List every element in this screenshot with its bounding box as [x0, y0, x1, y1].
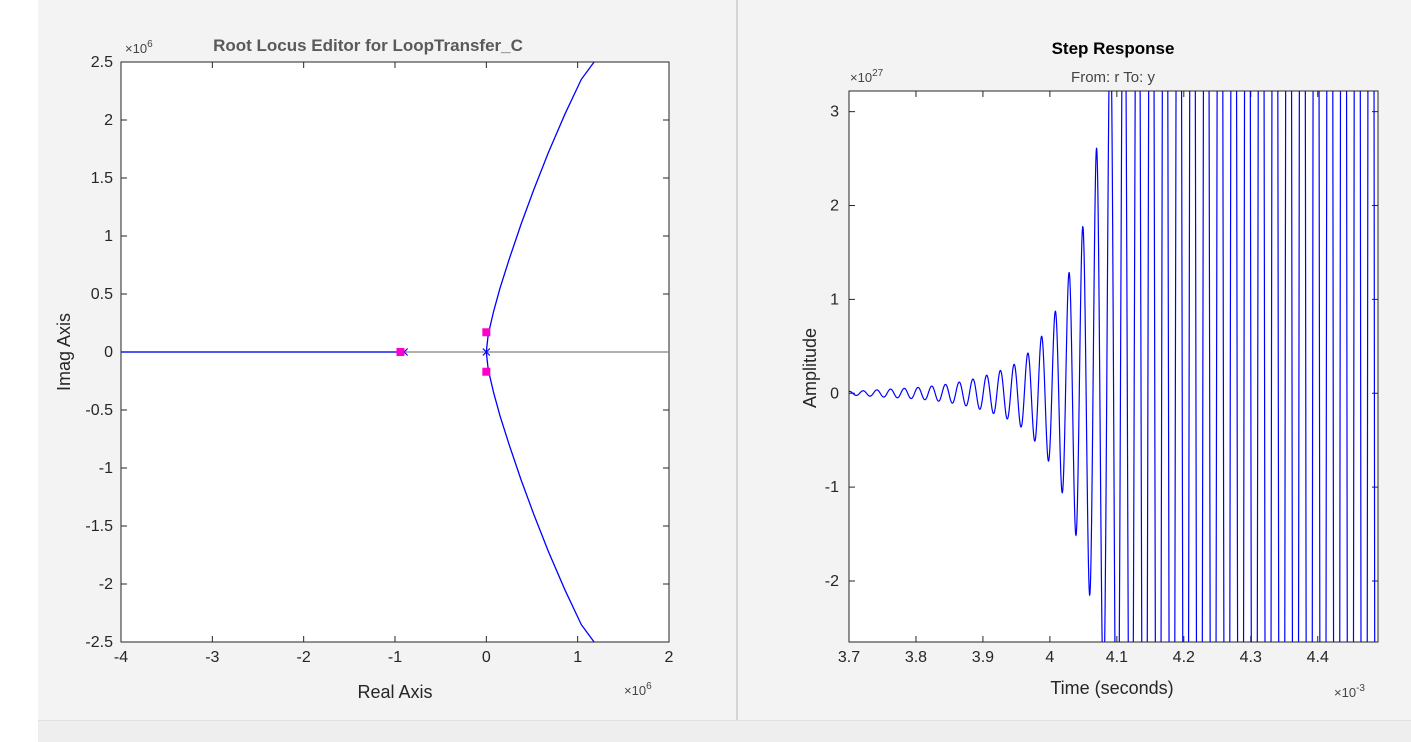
- locus-branch-1[interactable]: [485, 61, 595, 353]
- closed-loop-pole-marker[interactable]: [396, 348, 405, 356]
- y-tick-label: 0: [104, 344, 113, 361]
- y-tick-label: -2: [99, 576, 113, 593]
- y-tick-label: 0: [830, 385, 839, 402]
- step-response-ticks: 3.7 3.8 3.9 4 4.1 4.2 4.3 4.4 -2 -1 0 1 2 3: [825, 91, 1378, 666]
- root-locus-ticks: -4 -3 -2 -1 0 1 2 -2.5 -2 -1.5 -1 -0.5 0 0.5 1 1.5 2 2.5: [85, 54, 673, 666]
- status-bar: [38, 720, 1411, 742]
- y-tick-label: -2.5: [85, 634, 113, 651]
- step-response-x-label: Time (seconds): [1050, 678, 1173, 698]
- x-tick-label: 4: [1045, 649, 1054, 666]
- x-tick-label: 1: [573, 649, 582, 666]
- y-tick-label: -1.5: [85, 518, 113, 535]
- closed-loop-pole-marker[interactable]: [482, 367, 491, 376]
- step-response-y-label: Amplitude: [800, 328, 820, 408]
- root-locus-branches: [121, 61, 595, 643]
- step-response-subtitle: From: r To: y: [1071, 69, 1155, 86]
- panel-divider[interactable]: [736, 0, 738, 720]
- x-tick-label: 4.1: [1106, 649, 1128, 666]
- x-tick-label: 3.7: [838, 649, 860, 666]
- step-response-y-multiplier: ×1027: [850, 68, 884, 85]
- x-tick-label: 4.2: [1173, 649, 1195, 666]
- root-locus-x-label: Real Axis: [357, 682, 432, 702]
- y-tick-label: 2: [830, 198, 839, 215]
- root-locus-chart: -4 -3 -2 -1 0 1 2-2.5-2-1.5-1-0.500.511.522.5 …: [54, 36, 674, 702]
- step-response-series: [849, 0, 1378, 720]
- y-tick-label: 1: [104, 228, 113, 245]
- closed-loop-pole-marker[interactable]: [482, 328, 491, 337]
- step-response-x-multiplier: ×10-3: [1334, 683, 1365, 700]
- x-tick-label: -2: [297, 649, 311, 666]
- y-tick-label: -1: [825, 479, 839, 496]
- root-locus-panel: -4 -3 -2 -1 0 1 2 -2.5 -2 -1.5 -1 -0.5 0 0.5 1 1.5 2 2.5 …: [38, 0, 736, 720]
- x-tick-label: 0: [482, 649, 491, 666]
- x-tick-label: 3.9: [972, 649, 994, 666]
- y-tick-label: 1.5: [91, 170, 113, 187]
- y-tick-label: 3: [830, 104, 839, 121]
- x-tick-label: 2: [665, 649, 674, 666]
- y-tick-label: -1: [99, 460, 113, 477]
- root-locus-title: Root Locus Editor for LoopTransfer_C: [213, 36, 523, 55]
- y-tick-label: 0.5: [91, 286, 113, 303]
- x-tick-label: -3: [205, 649, 219, 666]
- step-response-panel: 3.7 3.8 3.9 4 4.1 4.2 4.3 4.4 -2 -1 0 1 2 3 Step Resp…: [738, 0, 1411, 720]
- y-tick-label: 1: [830, 291, 839, 308]
- x-tick-label: 4.3: [1240, 649, 1262, 666]
- y-tick-label: -2: [825, 573, 839, 590]
- x-tick-label: -4: [114, 649, 128, 666]
- step-response-line[interactable]: [849, 0, 1378, 720]
- root-locus-x-multiplier: ×106: [624, 681, 652, 698]
- x-tick-label: 3.8: [905, 649, 927, 666]
- step-response-chart: 3.7 3.8 3.9 4 4.1 4.2 4.3 4.4 -2 -1 0 1 2 3 Step Resp…: [800, 0, 1379, 720]
- x-tick-label: -1: [388, 649, 402, 666]
- root-locus-markers: [396, 328, 491, 376]
- open-loop-pole-marker: [482, 348, 491, 356]
- y-tick-label: 2: [104, 112, 113, 129]
- locus-branch-2[interactable]: [485, 351, 595, 643]
- root-locus-y-label: Imag Axis: [54, 313, 74, 391]
- x-tick-label: 4.4: [1307, 649, 1329, 666]
- step-response-title: Step Response: [1052, 39, 1175, 58]
- y-tick-label: -0.5: [85, 402, 113, 419]
- y-tick-label: 2.5: [91, 54, 113, 71]
- root-locus-y-multiplier: ×106: [125, 39, 153, 56]
